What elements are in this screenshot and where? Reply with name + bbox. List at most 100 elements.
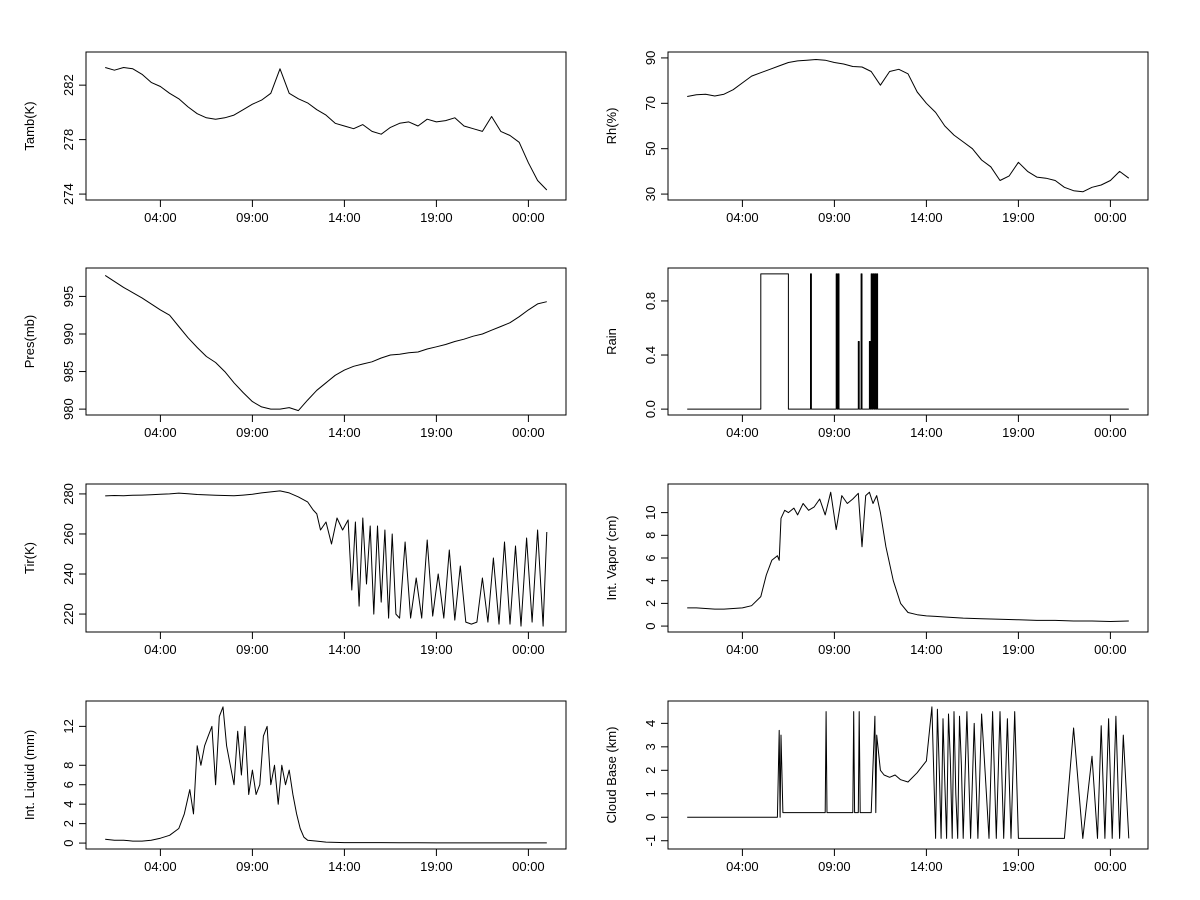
panel-3-ytick-label: 990 (61, 323, 76, 345)
panel-2-xtick-label: 00:00 (1094, 210, 1127, 225)
panel-3-series-line (104, 274, 547, 412)
panel-7-xtick-label: 04:00 (144, 859, 177, 874)
panel-1-xtick-label: 09:00 (236, 210, 269, 225)
panel-6: 04:00 09:00 14:00 19:00 00:00 0 2 4 6 8 10 Int. Vap… (604, 483, 1149, 657)
panel-1-xtick-label: 19:00 (420, 210, 453, 225)
panel-8-ytick-label: -1 (643, 835, 658, 847)
panel-2-series-line (687, 59, 1130, 193)
panel-5-ytick-label: 220 (61, 603, 76, 625)
panel-7-ytick-label: 2 (61, 820, 76, 827)
panel-4-ytick-label: 0.0 (643, 400, 658, 418)
panel-2-xtick-label: 09:00 (818, 210, 851, 225)
panel-5-ytick-label: 260 (61, 523, 76, 545)
panel-4-ytick-label: 0.8 (643, 292, 658, 310)
panel-7-ytick-label: 12 (61, 719, 76, 733)
panel-7-xtick-label: 14:00 (328, 859, 361, 874)
panel-7-xtick-label: 09:00 (236, 859, 269, 874)
panel-1-xtick-label: 04:00 (144, 210, 177, 225)
panel-5-ylabel: Tir(K) (22, 542, 37, 574)
panel-4-ytick-label: 0.4 (643, 346, 658, 364)
panel-7-ytick-label: 4 (61, 801, 76, 808)
panel-6-xtick-label: 00:00 (1094, 642, 1127, 657)
panel-1-frame (85, 51, 567, 201)
panel-4-xtick-label: 09:00 (818, 425, 851, 440)
panel-1-ytick-label: 282 (61, 74, 76, 96)
panel-7: 04:00 09:00 14:00 19:00 00:00 0 2 4 6 8 12 Int. Liq… (22, 700, 567, 874)
panel-4-xtick-label: 04:00 (726, 425, 759, 440)
panel-1-series-line (105, 67, 548, 191)
panel-7-ylabel: Int. Liquid (mm) (22, 730, 37, 820)
panel-2: 04:00 09:00 14:00 19:00 00:00 30 50 70 90 Rh(%) (604, 51, 1149, 225)
panel-7-frame (85, 700, 567, 850)
panel-8-xtick-label: 19:00 (1002, 859, 1035, 874)
panel-7-ytick-label: 0 (61, 839, 76, 846)
panel-4-xtick-label: 00:00 (1094, 425, 1127, 440)
panel-7-xtick-label: 19:00 (420, 859, 453, 874)
panel-3-ytick-label: 980 (61, 398, 76, 420)
panel-4-ylabel: Rain (604, 328, 619, 355)
panel-8-ytick-label: 4 (643, 720, 658, 727)
panel-2-ytick-label: 30 (643, 187, 658, 201)
panel-5-xtick-label: 19:00 (420, 642, 453, 657)
panel-4-frame (667, 267, 1149, 416)
panel-1: 04:00 09:00 14:00 19:00 00:00 274 278 282 Tamb(K… (22, 51, 567, 225)
panel-2-ytick-label: 90 (643, 51, 658, 65)
panel-1-ylabel: Tamb(K) (22, 101, 37, 150)
panel-6-ytick-label: 10 (643, 505, 658, 519)
panel-6-ytick-label: 8 (643, 532, 658, 539)
panel-5-xtick-label: 14:00 (328, 642, 361, 657)
panel-7-ytick-label: 8 (61, 762, 76, 769)
panel-3-xtick-label: 19:00 (420, 425, 453, 440)
panel-8-ylabel: Cloud Base (km) (604, 727, 619, 824)
panel-2-xtick-label: 04:00 (726, 210, 759, 225)
panel-8-ytick-label: 0 (643, 814, 658, 821)
panel-5-series-line (105, 490, 548, 627)
panel-1-xtick-label: 14:00 (328, 210, 361, 225)
panel-1-xtick-label: 00:00 (512, 210, 545, 225)
panel-3-xtick-label: 04:00 (144, 425, 177, 440)
panel-1-ytick-label: 274 (61, 183, 76, 205)
panel-8-series-line (687, 706, 1130, 839)
panel-2-xtick-label: 14:00 (910, 210, 943, 225)
panel-8-xtick-label: 14:00 (910, 859, 943, 874)
panel-5: 04:00 09:00 14:00 19:00 00:00 220 240 260 280 Tir… (22, 483, 567, 657)
panel-7-series-line (105, 706, 547, 844)
panel-3-frame (85, 267, 567, 416)
panel-6-ytick-label: 4 (643, 577, 658, 584)
panel-6-xtick-label: 14:00 (910, 642, 943, 657)
panel-8-frame (667, 700, 1149, 850)
panel-3-xtick-label: 00:00 (512, 425, 545, 440)
panel-6-ytick-label: 0 (643, 622, 658, 629)
panel-3-ylabel: Pres(mb) (22, 315, 37, 368)
panel-7-ytick-label: 6 (61, 781, 76, 788)
panel-6-xtick-label: 19:00 (1002, 642, 1035, 657)
panel-8: 04:00 09:00 14:00 19:00 00:00 -1 0 1 2 3 4 Cloud Ba… (604, 700, 1149, 874)
panel-2-frame (667, 51, 1149, 201)
panel-3-xtick-label: 14:00 (328, 425, 361, 440)
panel-4-xtick-label: 14:00 (910, 425, 943, 440)
panel-6-xtick-label: 09:00 (818, 642, 851, 657)
panel-7-xtick-label: 00:00 (512, 859, 545, 874)
panel-5-xtick-label: 00:00 (512, 642, 545, 657)
panel-2-ylabel: Rh(%) (604, 108, 619, 145)
panel-8-xtick-label: 00:00 (1094, 859, 1127, 874)
panel-2-ytick-label: 50 (643, 141, 658, 155)
panel-1-ytick-label: 278 (61, 129, 76, 151)
panel-8-ytick-label: 1 (643, 790, 658, 797)
panels-group: 04:00 09:00 14:00 19:00 00:00274278282Tamb(K… (22, 51, 1149, 874)
panel-6-ytick-label: 6 (643, 554, 658, 561)
panel-6-series-line (687, 491, 1129, 622)
panel-6-ytick-label: 2 (643, 600, 658, 607)
panel-8-xtick-label: 04:00 (726, 859, 759, 874)
panel-4: 04:00 09:00 14:00 19:00 00:00 0.0 0.4 0.8 Rain (604, 267, 1149, 440)
panel-5-ytick-label: 240 (61, 563, 76, 585)
panel-2-xtick-label: 19:00 (1002, 210, 1035, 225)
panel-8-ytick-label: 2 (643, 767, 658, 774)
panel-5-ytick-label: 280 (61, 483, 76, 505)
panel-5-frame (85, 483, 567, 633)
panel-3: 04:00 09:00 14:00 19:00 00:00 980 985 990 995 Pre… (22, 267, 567, 440)
panel-6-ylabel: Int. Vapor (cm) (604, 515, 619, 600)
panel-5-xtick-label: 04:00 (144, 642, 177, 657)
panel-2-ytick-label: 70 (643, 96, 658, 110)
